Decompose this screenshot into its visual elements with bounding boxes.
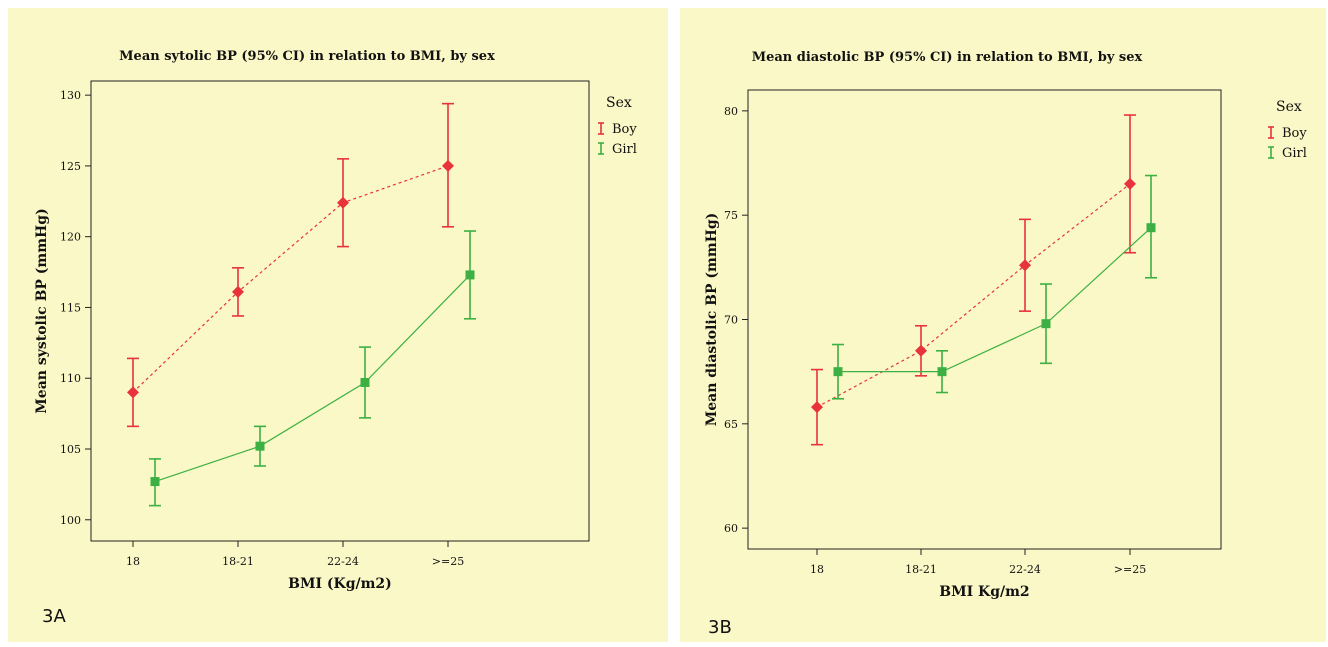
legend: Sex Boy Girl	[598, 95, 637, 157]
data-point-girl	[937, 367, 947, 377]
x-axis-title: BMI Kg/m2	[939, 584, 1029, 600]
chart-panel-3a: 100 105 110 115 120 125 130 18 18-21 22-24 >=25 Mea…	[8, 8, 668, 642]
legend-label: Girl	[612, 142, 637, 157]
data-point-boy	[232, 285, 244, 298]
x-tick-label: >=25	[432, 555, 464, 568]
x-tick-label: 18-21	[222, 555, 254, 568]
y-tick-label: 110	[60, 372, 81, 385]
data-point-girl	[465, 270, 475, 280]
plot-area-frame	[90, 80, 590, 542]
data-point-girl	[1146, 223, 1156, 233]
x-tick-label: 18	[126, 555, 140, 568]
x-tick-label: 22-24	[327, 555, 359, 568]
y-tick-label: 105	[60, 443, 81, 456]
x-tick-label: 22-24	[1009, 563, 1041, 576]
y-tick-label: 130	[60, 89, 81, 102]
y-tick-label: 100	[60, 514, 81, 527]
y-axis-title: Mean diastolic BP (mmHg)	[704, 213, 720, 427]
data-point-boy	[337, 196, 349, 209]
series-line-girl	[838, 227, 1152, 373]
chart-panel-3b: 60 65 70 75 80 18 18-21 22-24 >=25 Mean diastolic…	[680, 8, 1326, 642]
panel-label-3b: 3B	[708, 617, 732, 638]
y-tick-label: 115	[60, 301, 81, 314]
data-point-girl	[833, 367, 843, 377]
y-tick-label: 65	[724, 418, 738, 431]
series-line-girl	[154, 274, 471, 483]
plot-area-frame	[747, 89, 1222, 550]
data-point-girl	[255, 441, 265, 451]
legend-label: Boy	[1282, 126, 1307, 141]
data-point-boy	[127, 386, 139, 399]
y-tick-label: 125	[60, 160, 81, 173]
chart-title: Mean diastolic BP (95% CI) in relation t…	[752, 50, 1143, 65]
legend-item-girl: Girl	[1268, 146, 1307, 161]
legend-item-girl: Girl	[598, 142, 637, 157]
chart-3a: 100 105 110 115 120 125 130 18 18-21 22-24 >=25 Mea…	[34, 49, 637, 592]
legend-item-boy: Boy	[1268, 126, 1307, 141]
x-tick-label: >=25	[1114, 563, 1146, 576]
data-point-girl	[150, 477, 160, 487]
x-axis-title: BMI (Kg/m2)	[288, 576, 392, 592]
chart-title: Mean sytolic BP (95% CI) in relation to …	[119, 49, 495, 64]
data-point-boy	[442, 159, 454, 172]
legend-label: Girl	[1282, 146, 1307, 161]
chart-3b: 60 65 70 75 80 18 18-21 22-24 >=25 Mean diastolic…	[704, 50, 1307, 600]
y-tick-label: 60	[724, 522, 738, 535]
legend-title: Sex	[1276, 99, 1302, 115]
panel-label-3a: 3A	[42, 606, 66, 627]
y-tick-label: 70	[724, 314, 738, 327]
y-axis-title: Mean systolic BP (mmHg)	[34, 208, 50, 413]
x-tick-label: 18	[810, 563, 824, 576]
data-point-boy	[915, 344, 927, 357]
data-point-girl	[360, 377, 370, 387]
x-tick-label: 18-21	[905, 563, 937, 576]
data-point-boy	[1124, 177, 1136, 190]
data-point-boy	[811, 401, 823, 414]
legend: Sex Boy Girl	[1268, 99, 1307, 161]
y-tick-label: 120	[60, 231, 81, 244]
legend-item-boy: Boy	[598, 122, 637, 137]
y-tick-label: 80	[724, 105, 738, 118]
series-line-boy	[816, 183, 1131, 408]
data-point-girl	[1041, 319, 1051, 329]
data-point-boy	[1019, 259, 1031, 272]
y-tick-label: 75	[724, 209, 738, 222]
series-line-boy	[132, 165, 449, 393]
legend-title: Sex	[606, 95, 632, 111]
legend-label: Boy	[612, 122, 637, 137]
